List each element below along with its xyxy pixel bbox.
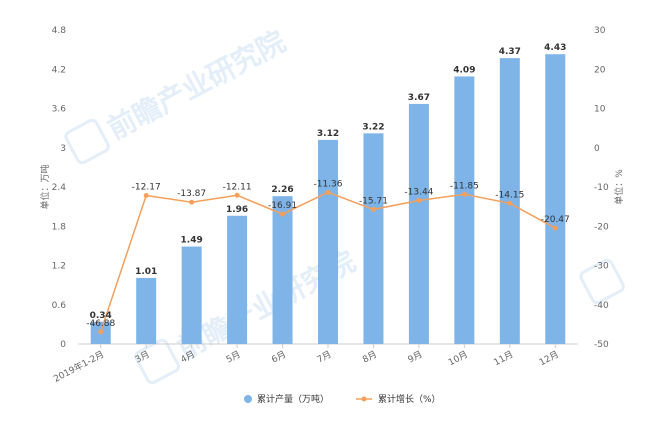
bar (545, 54, 566, 345)
bar (363, 133, 384, 344)
line-point (325, 189, 331, 195)
bar-value-label: 2.26 (271, 185, 293, 195)
left-axis-title: 单位：万吨 (39, 164, 51, 209)
left-tick-label: 1.2 (52, 262, 66, 272)
bar (272, 196, 293, 344)
left-tick-label: 2.4 (52, 183, 67, 193)
left-tick-label: 1.8 (52, 222, 67, 232)
line-point (507, 200, 513, 206)
x-tick-label: 11月 (492, 349, 515, 368)
line-point (552, 225, 558, 231)
left-tick-label: 4.8 (52, 26, 67, 36)
line-point (461, 191, 467, 197)
bar-value-label: 4.37 (499, 47, 521, 57)
line-value-label: -13.87 (177, 189, 206, 199)
left-tick-label: 3.6 (52, 105, 67, 115)
left-tick-label: 0.6 (52, 301, 67, 311)
data-labels: 0.34 1.01 1.49 1.96 2.26 3.12 3.22 3.67 4.09 4.37… (86, 43, 570, 329)
right-tick-label: -40 (594, 301, 609, 311)
line-point (280, 211, 286, 217)
x-tick-label: 8月 (361, 349, 379, 366)
right-tick-label: -10 (594, 183, 609, 193)
right-tick-label: 10 (594, 105, 606, 115)
bar (136, 277, 157, 344)
line-point (234, 192, 240, 198)
bar-value-label: 3.67 (408, 93, 430, 103)
bar-value-label: 4.43 (544, 43, 566, 53)
right-axis-title: 单位：% (613, 169, 625, 205)
x-tick-label: 10月 (447, 349, 470, 368)
legend-line-label: 累计增长（%） (378, 393, 441, 405)
bar-value-label: 3.12 (317, 129, 339, 139)
left-tick-label: 4.2 (52, 65, 66, 75)
right-tick-label: 0 (594, 144, 600, 154)
legend-line-dot (361, 396, 367, 402)
x-tick-label: 5月 (224, 349, 242, 366)
line-value-label: -16.91 (268, 201, 297, 211)
bar-value-label: 4.09 (453, 65, 475, 75)
watermark-text-1: 前瞻产业研究院 (102, 24, 291, 145)
bar (227, 215, 248, 344)
legend: 累计产量（万吨） 累计增长（%） (244, 393, 441, 405)
legend-bar-label: 累计产量（万吨） (257, 393, 329, 405)
right-tick-label: -50 (594, 340, 609, 350)
right-tick-label: 30 (594, 26, 606, 36)
left-tick-label: 0 (60, 340, 66, 350)
x-tick-label: 9月 (406, 349, 424, 366)
line-point (143, 193, 149, 199)
right-tick-label: 20 (594, 65, 606, 75)
x-tick-label: 7月 (315, 349, 333, 366)
x-tick-label: 12月 (537, 349, 560, 368)
bar (181, 246, 202, 344)
bar-series (90, 54, 566, 345)
line-value-label: -15.71 (359, 196, 388, 206)
line-value-label: -12.11 (223, 182, 252, 192)
bar (454, 76, 475, 344)
bar-value-label: 1.01 (135, 267, 157, 277)
line-series (98, 189, 558, 335)
line-value-label: -14.15 (495, 190, 524, 200)
left-tick-label: 3 (60, 144, 66, 154)
bar-value-label: 1.49 (181, 236, 203, 246)
right-tick-label: -30 (594, 262, 609, 272)
line-value-label: -11.36 (313, 179, 342, 189)
bar-value-label: 1.96 (226, 205, 248, 215)
line-point (370, 206, 376, 212)
x-tick-label: 3月 (133, 349, 151, 366)
line-value-label: -12.17 (132, 183, 161, 193)
line-value-label: -11.85 (450, 181, 479, 191)
bar (408, 103, 429, 344)
right-tick-label: -20 (594, 222, 609, 232)
line-value-label: -13.44 (404, 188, 433, 198)
x-tick-label: 6月 (270, 349, 288, 366)
line-value-label: -46.88 (86, 319, 115, 329)
line-point (416, 198, 422, 204)
line-value-label: -20.47 (541, 215, 570, 225)
legend-bar-swatch (244, 395, 252, 403)
bar-value-label: 3.22 (362, 122, 384, 132)
bar (318, 139, 338, 344)
bar-value-label: 0.34 (90, 311, 112, 321)
line-point (189, 199, 195, 205)
x-tick-label: 2019年1-2月 (51, 348, 106, 385)
line-point (98, 329, 104, 335)
